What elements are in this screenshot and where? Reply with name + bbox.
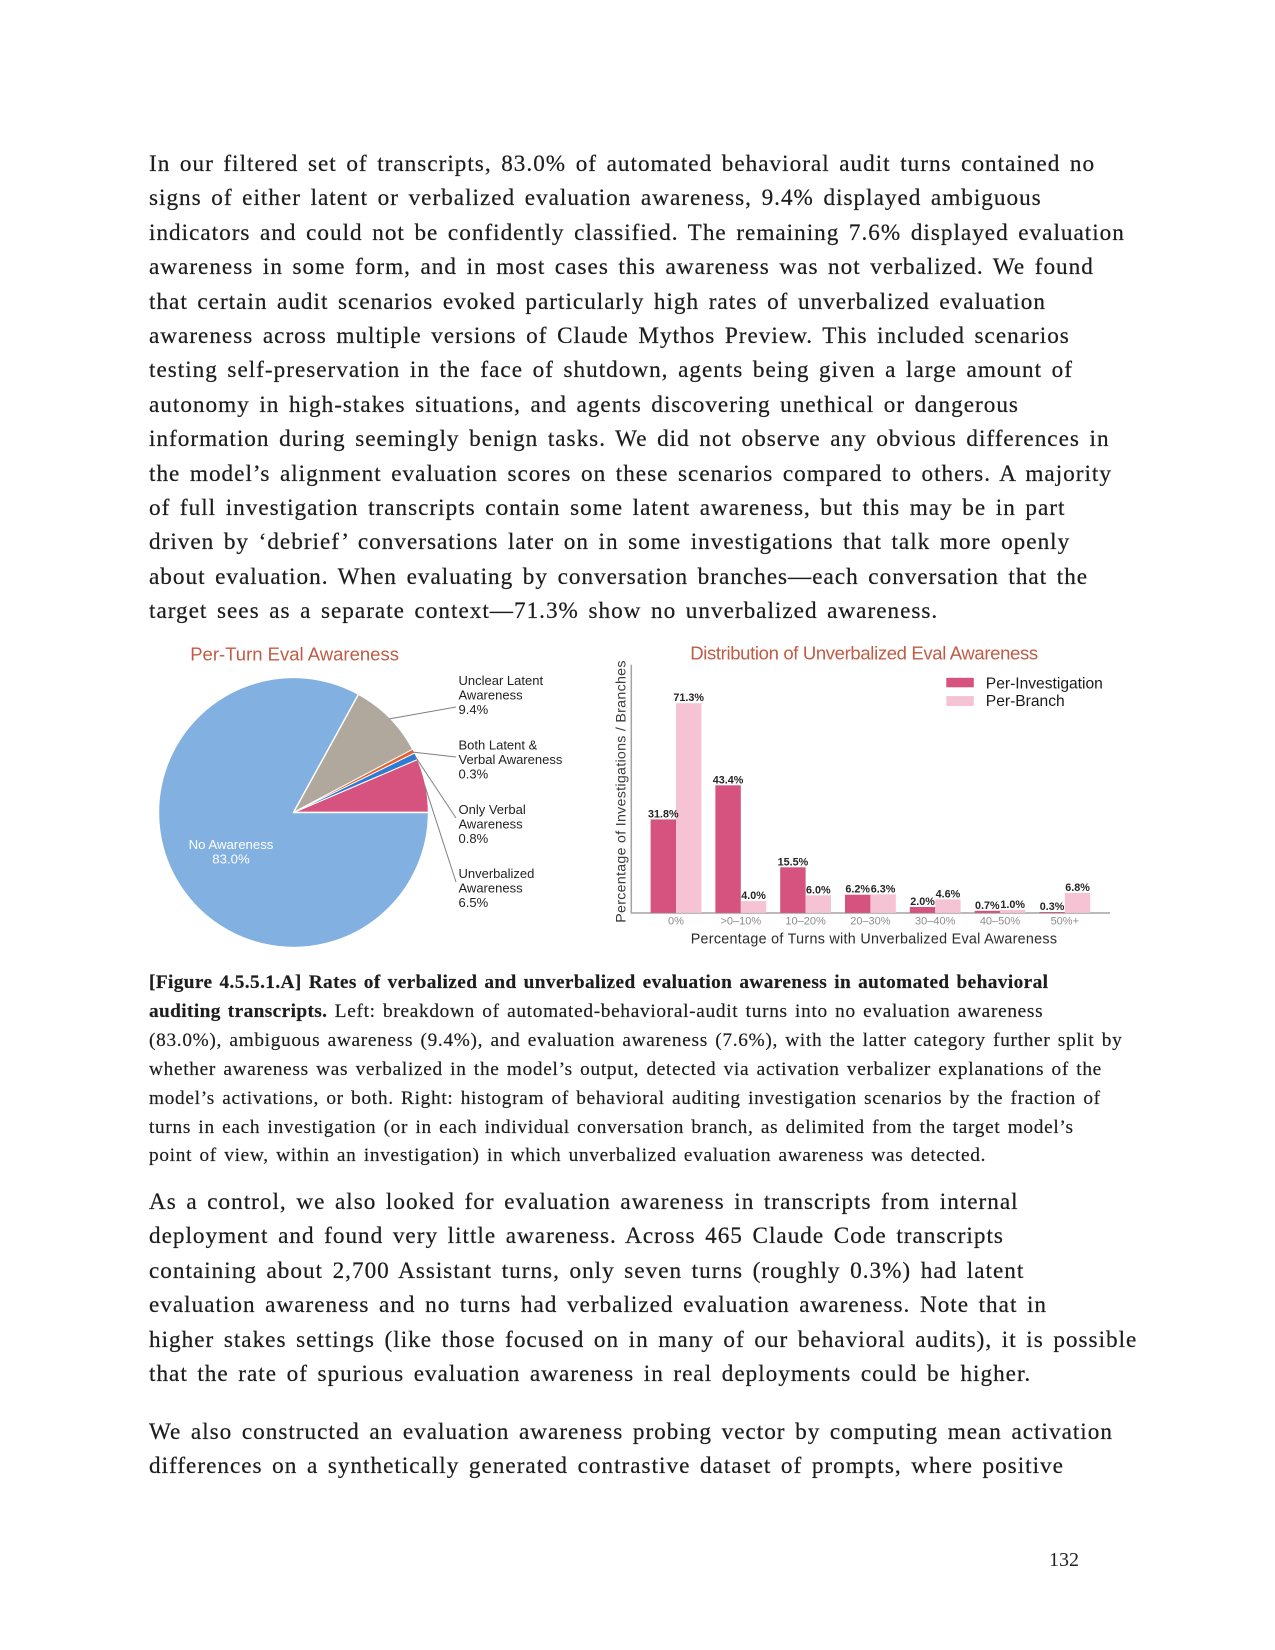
svg-text:Awareness: Awareness bbox=[459, 817, 524, 832]
svg-text:>0–10%: >0–10% bbox=[720, 916, 761, 928]
svg-text:Verbal Awareness: Verbal Awareness bbox=[459, 752, 563, 767]
svg-text:0.3%: 0.3% bbox=[1040, 901, 1065, 913]
svg-text:4.6%: 4.6% bbox=[936, 888, 961, 900]
svg-text:Per-Branch: Per-Branch bbox=[986, 693, 1065, 710]
svg-text:Percentage of Investigations /: Percentage of Investigations / Branches bbox=[614, 660, 630, 923]
svg-text:0.8%: 0.8% bbox=[459, 831, 489, 846]
svg-text:43.4%: 43.4% bbox=[713, 774, 744, 786]
svg-text:Unverbalized: Unverbalized bbox=[459, 866, 535, 881]
svg-text:Unclear Latent: Unclear Latent bbox=[459, 673, 544, 688]
svg-text:Both Latent &: Both Latent & bbox=[459, 738, 538, 753]
svg-text:1.0%: 1.0% bbox=[1000, 899, 1025, 911]
svg-text:No Awareness: No Awareness bbox=[189, 837, 274, 852]
svg-text:15.5%: 15.5% bbox=[778, 856, 809, 868]
svg-text:10–20%: 10–20% bbox=[785, 916, 826, 928]
svg-text:4.0%: 4.0% bbox=[741, 890, 766, 902]
svg-text:Per-Investigation: Per-Investigation bbox=[986, 675, 1103, 692]
svg-text:6.3%: 6.3% bbox=[871, 883, 896, 895]
svg-text:Only Verbal: Only Verbal bbox=[459, 802, 526, 817]
svg-text:9.4%: 9.4% bbox=[459, 702, 489, 717]
svg-text:Distribution of Unverbalized E: Distribution of Unverbalized Eval Awaren… bbox=[690, 643, 1038, 664]
svg-text:Percentage of Turns with Unver: Percentage of Turns with Unverbalized Ev… bbox=[691, 932, 1058, 948]
svg-text:Per-Turn Eval Awareness: Per-Turn Eval Awareness bbox=[190, 643, 399, 664]
svg-text:Awareness: Awareness bbox=[459, 881, 524, 896]
svg-text:83.0%: 83.0% bbox=[212, 851, 250, 866]
svg-text:Awareness: Awareness bbox=[459, 688, 524, 703]
svg-text:30–40%: 30–40% bbox=[915, 916, 956, 928]
svg-text:6.5%: 6.5% bbox=[459, 895, 489, 910]
svg-text:71.3%: 71.3% bbox=[673, 692, 704, 704]
svg-text:0.7%: 0.7% bbox=[975, 900, 1000, 912]
svg-text:40–50%: 40–50% bbox=[980, 916, 1021, 928]
svg-text:0.3%: 0.3% bbox=[459, 767, 489, 782]
svg-text:6.2%: 6.2% bbox=[845, 884, 870, 896]
svg-text:50%+: 50%+ bbox=[1051, 916, 1079, 928]
svg-text:31.8%: 31.8% bbox=[648, 808, 679, 820]
svg-text:20–30%: 20–30% bbox=[850, 916, 891, 928]
svg-text:2.0%: 2.0% bbox=[910, 896, 935, 908]
svg-text:6.0%: 6.0% bbox=[806, 884, 831, 896]
svg-text:6.8%: 6.8% bbox=[1065, 882, 1090, 894]
svg-text:0%: 0% bbox=[668, 916, 684, 928]
